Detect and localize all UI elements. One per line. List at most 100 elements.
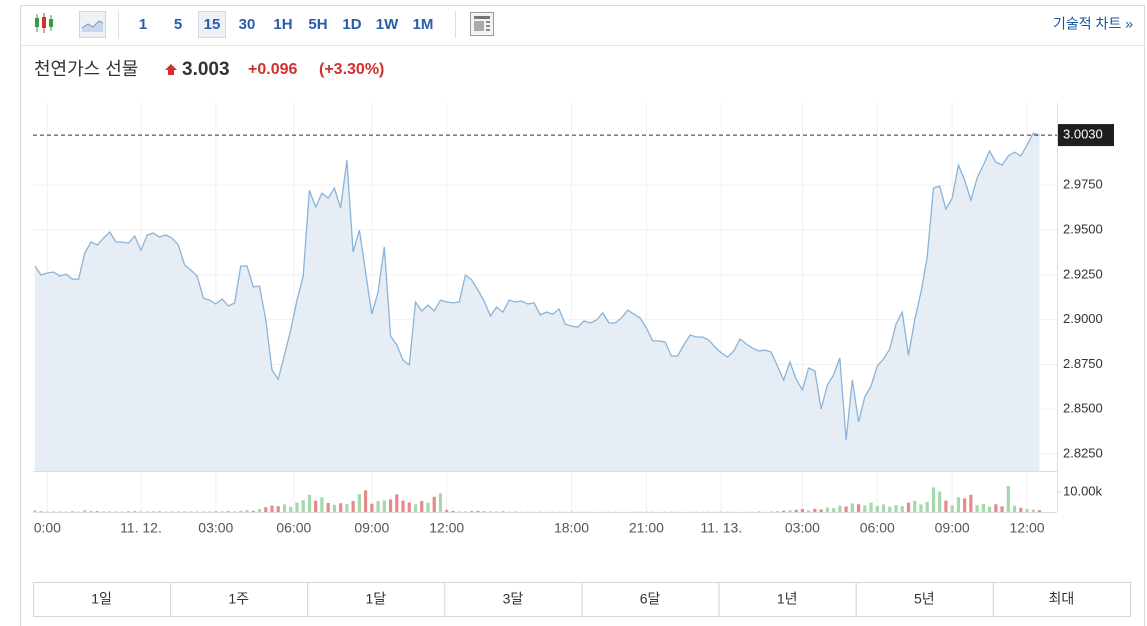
volume-bar — [320, 497, 324, 512]
icon-bar — [474, 21, 484, 31]
volume-bar — [825, 507, 829, 512]
volume-bar — [869, 502, 873, 512]
interval-button[interactable]: 1M — [413, 16, 434, 33]
volume-bar — [407, 502, 411, 512]
volume-bar — [89, 510, 93, 512]
interval-button[interactable]: 1D — [342, 16, 361, 33]
plot-area: Investing.com — [33, 103, 1061, 513]
volume-bar — [245, 510, 249, 512]
volume-bar — [850, 503, 854, 512]
y-tick-label: 2.9250 — [1063, 266, 1103, 281]
volume-bar — [51, 511, 56, 512]
volume-bar — [214, 511, 218, 512]
range-button[interactable] — [307, 582, 446, 617]
range-button[interactable] — [444, 582, 583, 617]
range-button[interactable] — [992, 582, 1131, 617]
volume-bar — [145, 511, 149, 512]
x-tick-label: 09:00 — [935, 520, 970, 536]
volume-bar — [476, 511, 480, 512]
price-change: +0.096 — [248, 61, 297, 78]
volume-bar — [1031, 509, 1035, 512]
price-area — [34, 133, 1040, 471]
range-label[interactable]: 5년 — [914, 591, 935, 607]
interval-button[interactable]: 5H — [308, 16, 327, 33]
icon-bar — [486, 25, 490, 27]
range-button[interactable] — [581, 582, 720, 617]
volume-bar — [401, 500, 405, 512]
volume-bar — [994, 504, 998, 512]
volume-bar — [1025, 508, 1029, 512]
volume-bar — [501, 511, 505, 512]
volume-bar — [1012, 505, 1017, 512]
candle-icon[interactable] — [35, 13, 53, 33]
volume-bar — [413, 504, 418, 512]
range-label[interactable]: 6달 — [640, 591, 661, 607]
y-tick-label: 2.9750 — [1063, 177, 1103, 192]
interval-button[interactable]: 1H — [273, 16, 292, 33]
range-label[interactable]: 3달 — [503, 591, 524, 607]
volume-bar — [956, 497, 961, 512]
volume-bar — [357, 494, 361, 512]
volume-bar — [938, 491, 942, 512]
volume-bar — [1019, 507, 1023, 512]
range-label[interactable]: 1주 — [228, 591, 249, 607]
volume-bar — [881, 504, 886, 512]
y-tick-label: 2.8250 — [1063, 445, 1103, 460]
layout-icon[interactable] — [470, 12, 494, 36]
range-button[interactable] — [718, 582, 857, 617]
volume-bar — [133, 511, 137, 512]
volume-bar — [239, 510, 243, 512]
x-tick-label: 11. 12. — [120, 520, 162, 536]
volume-bar — [426, 502, 430, 512]
volume-bar — [819, 509, 823, 512]
volume-bar — [282, 504, 287, 512]
interval-button[interactable]: 1W — [376, 16, 399, 33]
volume-bar — [370, 503, 374, 512]
icon-body — [42, 17, 46, 28]
technical-chart-link[interactable]: 기술적 차트 » — [1053, 16, 1133, 32]
price-line — [34, 132, 1040, 441]
x-tick-label: 06:00 — [860, 520, 895, 536]
x-tick-label: 11. 13. — [700, 520, 742, 536]
volume-bar — [264, 507, 268, 512]
x-tick-label: 12:00 — [1010, 520, 1045, 536]
price-change-percent: (+3.30%) — [319, 61, 384, 78]
volume-bar — [988, 506, 992, 512]
volume-bar — [39, 511, 43, 512]
volume-bar — [844, 506, 848, 512]
volume-bar — [1006, 486, 1010, 512]
volume-bar — [807, 510, 811, 512]
range-button[interactable] — [170, 582, 309, 617]
interval-button[interactable]: 30 — [239, 16, 256, 33]
volume-bar — [782, 510, 786, 512]
volume-bar — [463, 511, 468, 512]
volume-bar — [495, 511, 499, 512]
range-label[interactable]: 1년 — [777, 591, 798, 607]
y2-tick-label: 10.00k — [1063, 483, 1103, 498]
volume-bar — [775, 511, 780, 512]
volume-bar — [108, 511, 112, 512]
range-button[interactable] — [33, 582, 172, 617]
line-icon[interactable] — [79, 11, 106, 38]
x-tick-label: 12:00 — [429, 520, 464, 536]
volume-bar — [1000, 506, 1004, 512]
volume-bar — [981, 504, 985, 512]
interval-button[interactable]: 15 — [204, 16, 221, 33]
icon-bar — [474, 16, 490, 19]
range-label[interactable]: 1달 — [365, 591, 386, 607]
range-button[interactable] — [855, 582, 994, 617]
volume-bar — [969, 494, 973, 512]
y-tick-label: 2.9500 — [1063, 221, 1103, 236]
range-label[interactable]: 1일 — [91, 591, 112, 607]
volume-bar — [289, 506, 293, 512]
last-price-box — [1058, 124, 1114, 147]
interval-button[interactable]: 5 — [174, 16, 182, 33]
volume-bar — [813, 508, 817, 512]
volume-bar — [482, 511, 486, 512]
y-tick-label: 2.8500 — [1063, 401, 1103, 416]
volume-bar — [351, 501, 355, 512]
range-label[interactable]: 최대 — [1049, 591, 1075, 607]
volume-bar — [794, 509, 798, 512]
interval-button[interactable]: 1 — [139, 16, 147, 33]
